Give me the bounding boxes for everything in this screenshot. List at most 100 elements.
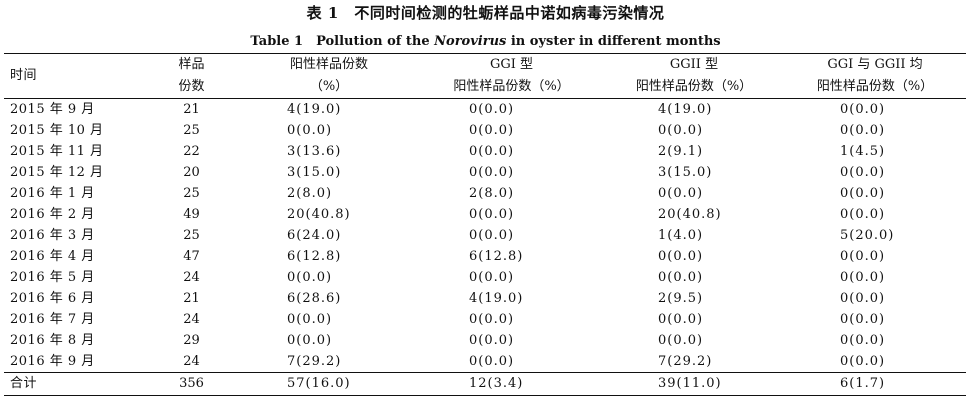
- cell-samples: 29: [183, 333, 200, 348]
- cell-ggii: 2(9.5): [658, 291, 704, 306]
- table-row: 2016 年 8 月 29 0(0.0) 0(0.0) 0(0.0) 0(0.0): [4, 330, 966, 351]
- cell-ggi: 0(0.0): [469, 144, 515, 159]
- cell-both: 1(4.5): [840, 144, 886, 159]
- header-row-1: 时间 样品 阳性样品份数 GGI 型 GGII 型 GGI 与 GGII 均: [4, 53, 966, 83]
- cell-ggi: 0(0.0): [469, 312, 515, 327]
- cell-both: 0(0.0): [840, 207, 886, 222]
- cell-samples: 24: [183, 312, 200, 327]
- cell-time: 2016 年 9 月: [10, 354, 95, 369]
- cell-ggi: 0(0.0): [469, 333, 515, 348]
- header-samples-line1: 样品: [178, 57, 205, 72]
- table-row: 2015 年 11 月 22 3(13.6) 0(0.0) 2(9.1) 1(4.5): [4, 141, 966, 162]
- table-row: 2016 年 3 月 25 6(24.0) 0(0.0) 1(4.0) 5(20.0): [4, 225, 966, 246]
- table-row: 2016 年 7 月 24 0(0.0) 0(0.0) 0(0.0) 0(0.0): [4, 309, 966, 330]
- cell-ggii: 3(15.0): [658, 165, 713, 180]
- table-row: 2016 年 9 月 24 7(29.2) 0(0.0) 7(29.2) 0(0.0): [4, 351, 966, 373]
- cell-ggii: 0(0.0): [658, 333, 704, 348]
- header-positive-line1: 阳性样品份数: [289, 57, 368, 72]
- cell-total-positive: 57(16.0): [287, 376, 351, 391]
- table-row: 2016 年 2 月 49 20(40.8) 0(0.0) 20(40.8) 0(0.0): [4, 204, 966, 225]
- cell-time: 2015 年 10 月: [10, 123, 104, 138]
- cell-samples: 21: [183, 102, 200, 117]
- header-ggii-line1: GGII 型: [669, 57, 719, 72]
- cell-ggi: 6(12.8): [469, 249, 524, 264]
- cell-time: 2016 年 4 月: [10, 249, 95, 264]
- cell-samples: 24: [183, 270, 200, 285]
- cell-both: 0(0.0): [840, 186, 886, 201]
- table-row: 2016 年 4 月 47 6(12.8) 6(12.8) 0(0.0) 0(0.0): [4, 246, 966, 267]
- total-row: 合计 356 57(16.0) 12(3.4) 39(11.0) 6(1.7): [4, 372, 966, 396]
- table-row: 2015 年 10 月 25 0(0.0) 0(0.0) 0(0.0) 0(0.0): [4, 120, 966, 141]
- header-ggi-line2: 阳性样品份数（%）: [453, 79, 570, 94]
- cell-both: 0(0.0): [840, 312, 886, 327]
- cell-time: 2015 年 12 月: [10, 165, 104, 180]
- cell-ggi: 0(0.0): [469, 165, 515, 180]
- cell-both: 5(20.0): [840, 228, 895, 243]
- header-both-line1: GGI 与 GGII 均: [827, 57, 923, 72]
- cell-both: 0(0.0): [840, 291, 886, 306]
- header-ggi-line1: GGI 型: [489, 57, 534, 72]
- cell-ggii: 0(0.0): [658, 249, 704, 264]
- cell-ggii: 0(0.0): [658, 186, 704, 201]
- cell-ggi: 0(0.0): [469, 207, 515, 222]
- header-ggii-line2: 阳性样品份数（%）: [635, 79, 753, 94]
- cell-ggii: 0(0.0): [658, 312, 704, 327]
- cell-samples: 25: [183, 186, 200, 201]
- cell-ggi: 0(0.0): [469, 270, 515, 285]
- cell-ggii: 0(0.0): [658, 270, 704, 285]
- cell-positive: 4(19.0): [287, 102, 342, 117]
- cell-both: 0(0.0): [840, 333, 886, 348]
- table-header: 时间 样品 阳性样品份数 GGI 型 GGII 型 GGI 与 GGII 均 份…: [4, 53, 966, 99]
- cell-both: 0(0.0): [840, 249, 886, 264]
- cell-time: 2016 年 2 月: [10, 207, 95, 222]
- table-caption-chinese: 表 1 不同时间检测的牡蛎样品中诺如病毒污染情况: [306, 4, 665, 22]
- cell-time: 2016 年 3 月: [10, 228, 95, 243]
- cell-time: 2016 年 7 月: [10, 312, 95, 327]
- table-row: 2015 年 9 月 21 4(19.0) 0(0.0) 4(19.0) 0(0.0): [4, 99, 966, 121]
- cell-total-samples: 356: [179, 376, 204, 391]
- cell-positive: 3(13.6): [287, 144, 342, 159]
- cell-positive: 7(29.2): [287, 354, 342, 369]
- cell-samples: 47: [183, 249, 200, 264]
- cell-positive: 3(15.0): [287, 165, 342, 180]
- caption-en-suffix: in oyster in different months: [506, 34, 721, 49]
- table-row: 2016 年 6 月 21 6(28.6) 4(19.0) 2(9.5) 0(0.0): [4, 288, 966, 309]
- cell-time: 2016 年 8 月: [10, 333, 95, 348]
- cell-positive: 2(8.0): [287, 186, 333, 201]
- cell-time: 2016 年 1 月: [10, 186, 95, 201]
- cell-ggi: 2(8.0): [469, 186, 515, 201]
- cell-both: 0(0.0): [840, 354, 886, 369]
- cell-total-ggi: 12(3.4): [469, 376, 524, 391]
- cell-time: 2016 年 5 月: [10, 270, 95, 285]
- table-body: 2015 年 9 月 21 4(19.0) 0(0.0) 4(19.0) 0(0.0) 2…: [4, 99, 966, 396]
- cell-ggii: 4(19.0): [658, 102, 713, 117]
- cell-ggi: 4(19.0): [469, 291, 524, 306]
- table-row: 2016 年 5 月 24 0(0.0) 0(0.0) 0(0.0) 0(0.0): [4, 267, 966, 288]
- cell-both: 0(0.0): [840, 165, 886, 180]
- caption-en-italic: Norovirus: [434, 34, 507, 49]
- table-row: 2016 年 1 月 25 2(8.0) 2(8.0) 0(0.0) 0(0.0): [4, 183, 966, 204]
- cell-positive: 6(24.0): [287, 228, 342, 243]
- norovirus-table: 时间 样品 阳性样品份数 GGI 型 GGII 型 GGI 与 GGII 均 份…: [4, 53, 966, 396]
- cell-samples: 49: [183, 207, 200, 222]
- table-row: 2015 年 12 月 20 3(15.0) 0(0.0) 3(15.0) 0(0.0): [4, 162, 966, 183]
- cell-time: 2015 年 9 月: [10, 102, 95, 117]
- header-samples-line2: 份数: [178, 79, 205, 94]
- cell-ggii: 2(9.1): [658, 144, 704, 159]
- cell-total-both: 6(1.7): [840, 376, 886, 391]
- cell-samples: 25: [183, 228, 200, 243]
- header-row-2: 份数 （%） 阳性样品份数（%） 阳性样品份数（%） 阳性样品份数（%）: [4, 76, 966, 99]
- header-both-line2: 阳性样品份数（%）: [816, 79, 934, 94]
- cell-time: 2015 年 11 月: [10, 144, 104, 159]
- cell-total-label: 合计: [10, 376, 38, 391]
- cell-samples: 25: [183, 123, 200, 138]
- cell-samples: 20: [183, 165, 200, 180]
- cell-positive: 6(12.8): [287, 249, 342, 264]
- cell-ggi: 0(0.0): [469, 228, 515, 243]
- cell-time: 2016 年 6 月: [10, 291, 95, 306]
- table-caption-english: Table 1 Pollution of the Norovirus in oy…: [0, 32, 971, 52]
- cell-samples: 24: [183, 354, 200, 369]
- cell-positive: 6(28.6): [287, 291, 342, 306]
- cell-both: 0(0.0): [840, 270, 886, 285]
